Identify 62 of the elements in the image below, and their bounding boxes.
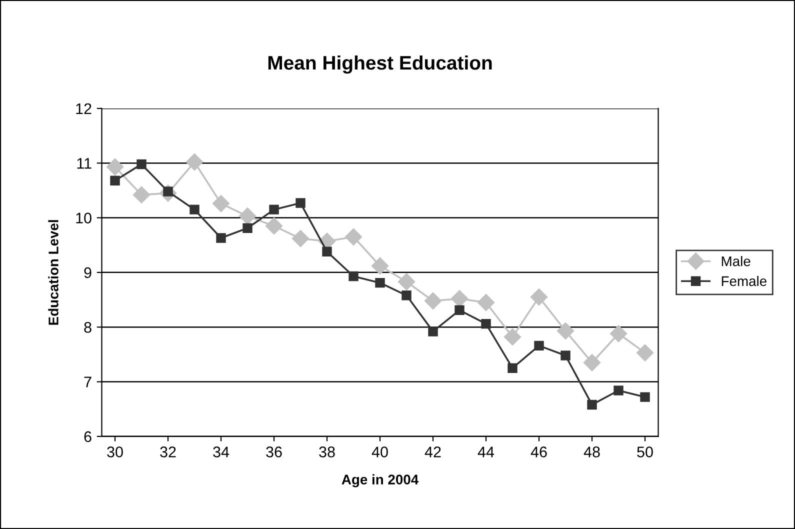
x-tick-label: 50 — [637, 446, 653, 458]
point — [110, 176, 120, 186]
point — [269, 204, 279, 214]
point — [190, 204, 200, 214]
point — [610, 325, 628, 342]
point — [424, 292, 442, 310]
point — [450, 290, 468, 308]
point — [614, 386, 624, 396]
x-tick-label: 42 — [424, 446, 441, 458]
y-tick-label: 7 — [84, 376, 92, 388]
point — [481, 318, 491, 329]
point — [583, 354, 601, 372]
x-tick-label: 46 — [530, 446, 547, 458]
point — [344, 228, 362, 246]
y-axis-title: Education Level — [48, 220, 58, 325]
point — [504, 328, 522, 346]
point — [556, 322, 574, 340]
x-tick-label: 38 — [319, 446, 335, 458]
y-tick-label: 9 — [84, 267, 92, 278]
x-tick-label: 48 — [584, 446, 600, 458]
point — [265, 217, 283, 235]
point — [238, 208, 256, 225]
x-tick-label: 44 — [478, 446, 494, 458]
point — [106, 158, 124, 176]
point — [371, 257, 389, 274]
x-tick-label: 30 — [107, 446, 123, 458]
chart-title: Mean Highest Education — [268, 55, 492, 74]
x-tick-label: 36 — [266, 446, 282, 458]
x-tick-label: 40 — [372, 446, 388, 458]
point — [242, 223, 252, 234]
y-tick-label: 10 — [76, 212, 92, 224]
legend-label: Male — [722, 256, 750, 266]
point — [348, 271, 358, 282]
point — [296, 198, 306, 208]
point — [292, 230, 310, 248]
x-tick-label: 32 — [160, 446, 176, 458]
point — [428, 326, 438, 336]
y-tick-label: 11 — [77, 158, 92, 169]
point — [402, 290, 412, 300]
y-tick-label: 12 — [76, 103, 92, 114]
point — [186, 153, 204, 171]
point — [636, 344, 654, 362]
y-tick-label: 6 — [84, 431, 92, 442]
point — [530, 288, 548, 306]
point — [375, 278, 385, 288]
x-tick-label: 34 — [213, 446, 230, 458]
point — [560, 350, 570, 360]
point — [587, 400, 597, 410]
point — [477, 294, 495, 312]
point — [212, 195, 230, 212]
y-tick-label: 8 — [84, 322, 92, 333]
point — [398, 273, 416, 290]
point — [508, 363, 518, 373]
point — [132, 186, 150, 204]
point — [216, 233, 226, 243]
point — [136, 159, 146, 170]
point — [322, 246, 332, 257]
point — [534, 340, 544, 351]
point — [454, 305, 464, 316]
x-axis-title: Age in 2004 — [342, 474, 419, 488]
legend-label: Female — [722, 276, 766, 286]
point — [640, 392, 650, 402]
